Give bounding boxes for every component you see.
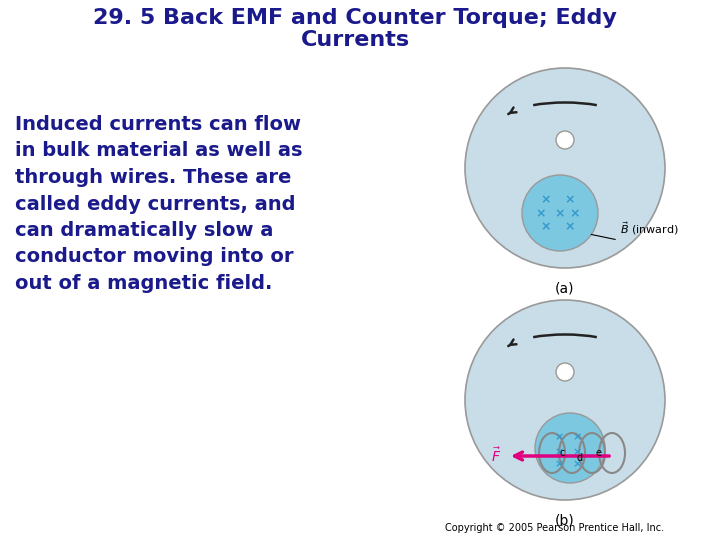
- Text: e: e: [595, 448, 601, 458]
- Text: Currents: Currents: [300, 30, 410, 50]
- Text: d: d: [577, 453, 583, 463]
- Circle shape: [522, 175, 598, 251]
- Text: c: c: [559, 448, 564, 458]
- Text: ×: ×: [554, 459, 564, 469]
- Text: ×: ×: [554, 447, 564, 457]
- Text: (a): (a): [555, 282, 575, 296]
- Circle shape: [465, 300, 665, 500]
- Text: ×: ×: [554, 432, 564, 442]
- Text: Induced currents can flow
in bulk material as well as
through wires. These are
c: Induced currents can flow in bulk materi…: [15, 115, 302, 293]
- Text: ×: ×: [554, 207, 565, 220]
- Text: ×: ×: [541, 220, 552, 233]
- Text: ×: ×: [564, 220, 575, 233]
- Text: ×: ×: [536, 207, 546, 220]
- Circle shape: [556, 363, 574, 381]
- Text: Copyright © 2005 Pearson Prentice Hall, Inc.: Copyright © 2005 Pearson Prentice Hall, …: [446, 523, 665, 533]
- Circle shape: [535, 413, 605, 483]
- Circle shape: [556, 131, 574, 149]
- Text: $\vec{F}$: $\vec{F}$: [491, 447, 501, 465]
- Text: ×: ×: [572, 447, 582, 457]
- Circle shape: [465, 68, 665, 268]
- Text: ×: ×: [541, 193, 552, 206]
- Text: ×: ×: [572, 459, 582, 469]
- Text: $\vec{B}$ (inward): $\vec{B}$ (inward): [620, 220, 679, 237]
- Text: 29. 5 Back EMF and Counter Torque; Eddy: 29. 5 Back EMF and Counter Torque; Eddy: [93, 8, 617, 28]
- Text: ×: ×: [572, 432, 582, 442]
- Text: ×: ×: [570, 207, 580, 220]
- Text: ×: ×: [564, 193, 575, 206]
- Text: (b): (b): [555, 514, 575, 528]
